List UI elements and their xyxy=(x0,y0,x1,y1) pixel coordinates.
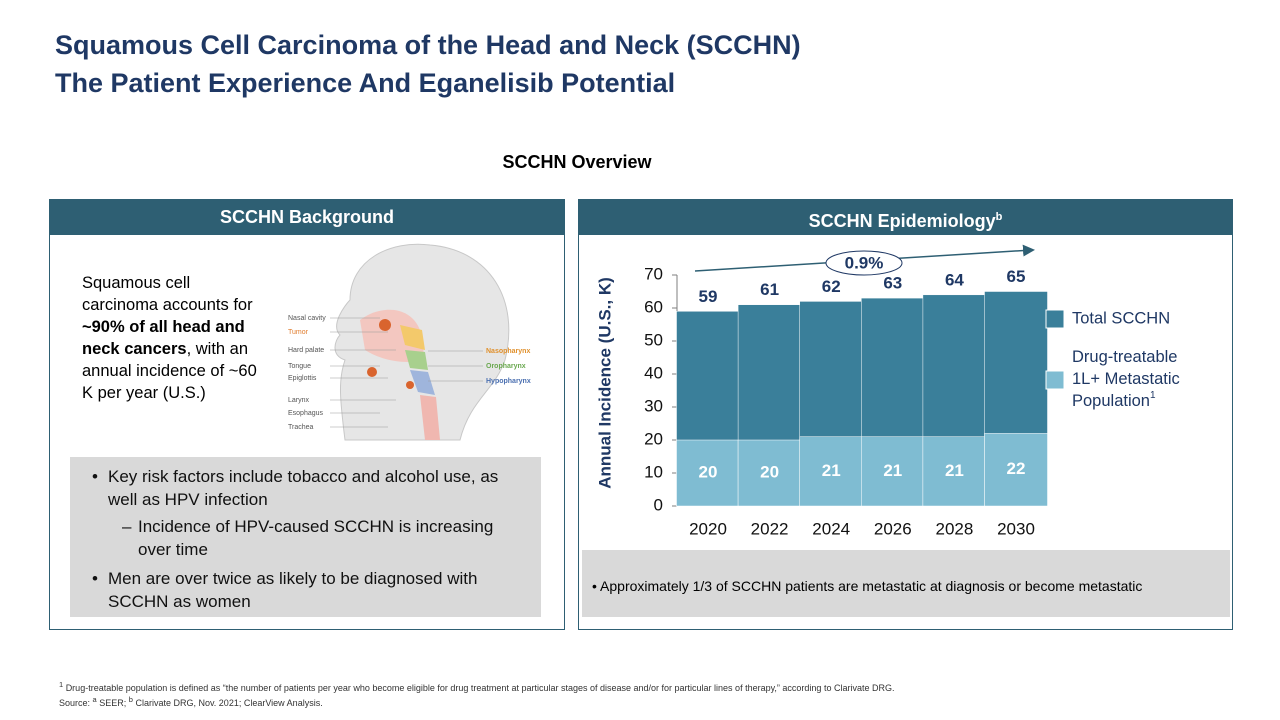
data-label: 62 xyxy=(822,277,841,296)
diagram-label: Nasopharynx xyxy=(486,348,530,355)
superscript: b xyxy=(995,211,1003,223)
bullet-marker: • xyxy=(92,467,98,486)
data-label: 21 xyxy=(883,461,902,480)
legend-label: Total SCCHN xyxy=(1072,309,1170,327)
y-tick-label: 20 xyxy=(644,429,663,448)
y-tick-label: 50 xyxy=(644,330,663,349)
data-label: 65 xyxy=(1007,267,1026,286)
diagram-label: Nasal cavity xyxy=(288,315,326,322)
x-tick-label: 2020 xyxy=(689,519,727,538)
legend-swatch xyxy=(1045,370,1065,390)
diagram-label: Epiglottis xyxy=(288,375,317,382)
annotation-bubble xyxy=(825,250,903,276)
x-tick-label: 2030 xyxy=(997,519,1035,538)
tumor xyxy=(379,319,391,331)
legend-line: 1L+ Metastatic xyxy=(1072,370,1180,388)
nasopharynx-region xyxy=(400,325,425,350)
bullet-box: • Key risk factors include tobacco and al… xyxy=(70,457,541,617)
superscript: a xyxy=(92,695,97,704)
diagram-label: Oropharynx xyxy=(486,363,526,370)
title: Squamous Cell Carcinoma of the Head and … xyxy=(55,30,801,60)
legend-line: Drug-treatable xyxy=(1072,348,1177,366)
esophagus xyxy=(420,395,440,440)
y-tick-label: 60 xyxy=(644,297,663,316)
diagram-label: Hypopharynx xyxy=(486,378,531,385)
source-label: Source: xyxy=(59,698,91,708)
panel-heading: SCCHN Background xyxy=(50,200,564,235)
annotation: 0.9% xyxy=(845,253,884,272)
source: Source: a SEER; b Clarivate DRG, Nov. 20… xyxy=(59,695,323,708)
section-title: SCCHN Overview xyxy=(502,152,652,172)
data-label: 21 xyxy=(822,461,841,480)
tumor xyxy=(406,381,414,389)
bullet-marker: – xyxy=(122,517,132,536)
tumor xyxy=(367,367,377,377)
bar xyxy=(922,436,987,507)
source-text: SEER; xyxy=(99,698,127,708)
data-label: 21 xyxy=(945,461,964,480)
diagram-label: Trachea xyxy=(288,424,314,431)
data-label: 64 xyxy=(945,270,964,289)
legend-line: Population xyxy=(1072,392,1150,410)
diagram-label: Larynx xyxy=(288,397,310,404)
bar xyxy=(737,439,802,507)
legend-swatch xyxy=(1045,309,1065,329)
footnote-text: Drug-treatable population is defined as … xyxy=(65,683,895,693)
title: The Patient Experience And Eganelisib Po… xyxy=(55,68,676,98)
diagram-label: Tongue xyxy=(288,363,311,370)
data-label: 61 xyxy=(760,280,779,299)
y-tick-label: 0 xyxy=(654,495,663,514)
bar xyxy=(984,433,1048,507)
bar xyxy=(799,436,863,507)
y-tick-label: 70 xyxy=(644,264,663,283)
bullet: • Key risk factors include tobacco and al… xyxy=(90,465,527,511)
oral-cavity xyxy=(360,309,425,362)
x-tick-label: 2028 xyxy=(935,519,973,538)
data-label: 20 xyxy=(699,462,718,481)
legend-label: Drug-treatable 1L+ Metastatic Population1 xyxy=(1072,348,1180,410)
x-tick-label: 2026 xyxy=(874,519,912,538)
heading-text: SCCHN Epidemiology xyxy=(808,211,996,231)
superscript: 1 xyxy=(59,680,64,689)
note-box: • Approximately 1/3 of SCCHN patients ar… xyxy=(582,550,1230,617)
bullet: • Men are over twice as likely to be diag… xyxy=(90,567,527,613)
left-panel: SCCHN Background xyxy=(49,199,565,630)
bullet-text: Key risk factors include tobacco and alc… xyxy=(108,467,499,509)
y-tick-label: 10 xyxy=(644,462,663,481)
diagram-label: Hard palate xyxy=(288,347,324,354)
intro-text: Squamous cell carcinoma accounts for ~90… xyxy=(82,272,264,404)
bullet: – Incidence of HPV-caused SCCHN is increa… xyxy=(90,515,527,561)
x-tick-label: 2022 xyxy=(751,519,789,538)
source-text: Clarivate DRG, Nov. 2021; ClearView Anal… xyxy=(135,698,323,708)
intro-part: ~90% of all head and neck cancers xyxy=(82,318,245,358)
oropharynx-region xyxy=(405,350,428,370)
footnote: 1 Drug-treatable population is defined a… xyxy=(59,680,894,693)
data-label: 20 xyxy=(760,462,779,481)
bullet-text: Incidence of HPV-caused SCCHN is increas… xyxy=(138,517,494,559)
intro-part: Squamous cell carcinoma accounts for xyxy=(82,274,253,314)
data-label: 59 xyxy=(699,287,718,306)
y-axis-label: Annual Incidence (U.S., K) xyxy=(595,277,614,489)
superscript: b xyxy=(128,695,133,704)
diagram-label: Tumor xyxy=(288,329,309,336)
head-diagram xyxy=(334,243,510,441)
right-panel: SCCHN Epidemiologyb xyxy=(578,199,1233,630)
data-label: 63 xyxy=(883,274,902,293)
panel-heading: SCCHN Epidemiologyb xyxy=(579,200,1232,235)
data-label: 22 xyxy=(1007,459,1026,478)
y-tick-label: 40 xyxy=(644,363,663,382)
bullet-text: Men are over twice as likely to be diagn… xyxy=(108,569,478,611)
y-tick-label: 30 xyxy=(644,396,663,415)
x-tick-label: 2024 xyxy=(812,519,850,538)
note: Approximately 1/3 of SCCHN patients are … xyxy=(600,578,1143,594)
bar xyxy=(676,439,740,507)
bullet-marker: • xyxy=(92,569,98,588)
bar xyxy=(861,436,925,507)
superscript: 1 xyxy=(1150,390,1156,401)
hypopharynx-region xyxy=(410,370,435,395)
intro-part: , with an annual incidence of ~60 K per … xyxy=(82,340,257,402)
diagram-label: Esophagus xyxy=(288,410,324,417)
